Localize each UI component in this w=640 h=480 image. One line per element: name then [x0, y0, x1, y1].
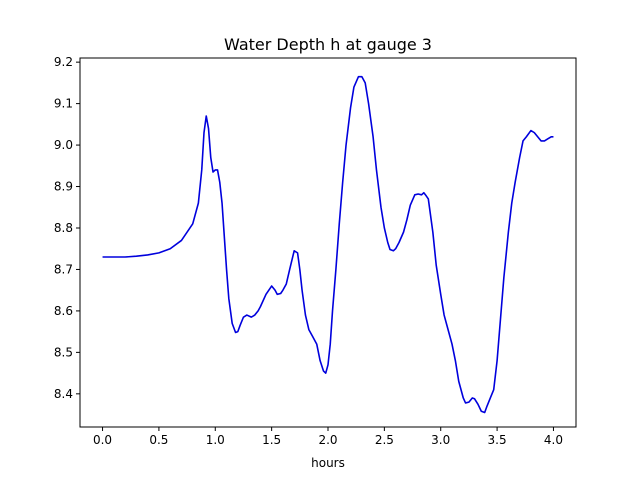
y-tick-label: 9.0	[54, 138, 73, 152]
x-tick-label: 4.0	[544, 433, 563, 447]
x-tick-label: 0.5	[149, 433, 168, 447]
y-tick-label: 8.9	[54, 180, 73, 194]
x-axis: 0.0 0.5 1.0 1.5 2.0 2.5 3.0 3.5 4.0	[93, 427, 563, 447]
y-tick-label: 9.2	[54, 55, 73, 69]
x-tick-label: 3.0	[431, 433, 450, 447]
x-tick-label: 2.5	[375, 433, 394, 447]
x-tick-label: 1.5	[262, 433, 281, 447]
series-line-0	[102, 75, 554, 414]
x-tick-label: 0.0	[93, 433, 112, 447]
x-axis-label: hours	[311, 456, 345, 470]
x-tick-label: 1.0	[206, 433, 225, 447]
y-tick-label: 9.1	[54, 97, 73, 111]
y-tick-label: 8.4	[54, 387, 73, 401]
y-tick-label: 8.5	[54, 345, 73, 359]
x-tick-label: 2.0	[318, 433, 337, 447]
y-axis: 8.4 8.5 8.6 8.7 8.8 8.9 9.0 9.1 9.2	[54, 55, 80, 401]
chart-title: Water Depth h at gauge 3	[224, 35, 432, 54]
y-tick-label: 8.6	[54, 304, 73, 318]
y-tick-label: 8.7	[54, 262, 73, 276]
x-tick-label: 3.5	[488, 433, 507, 447]
y-tick-label: 8.8	[54, 221, 73, 235]
